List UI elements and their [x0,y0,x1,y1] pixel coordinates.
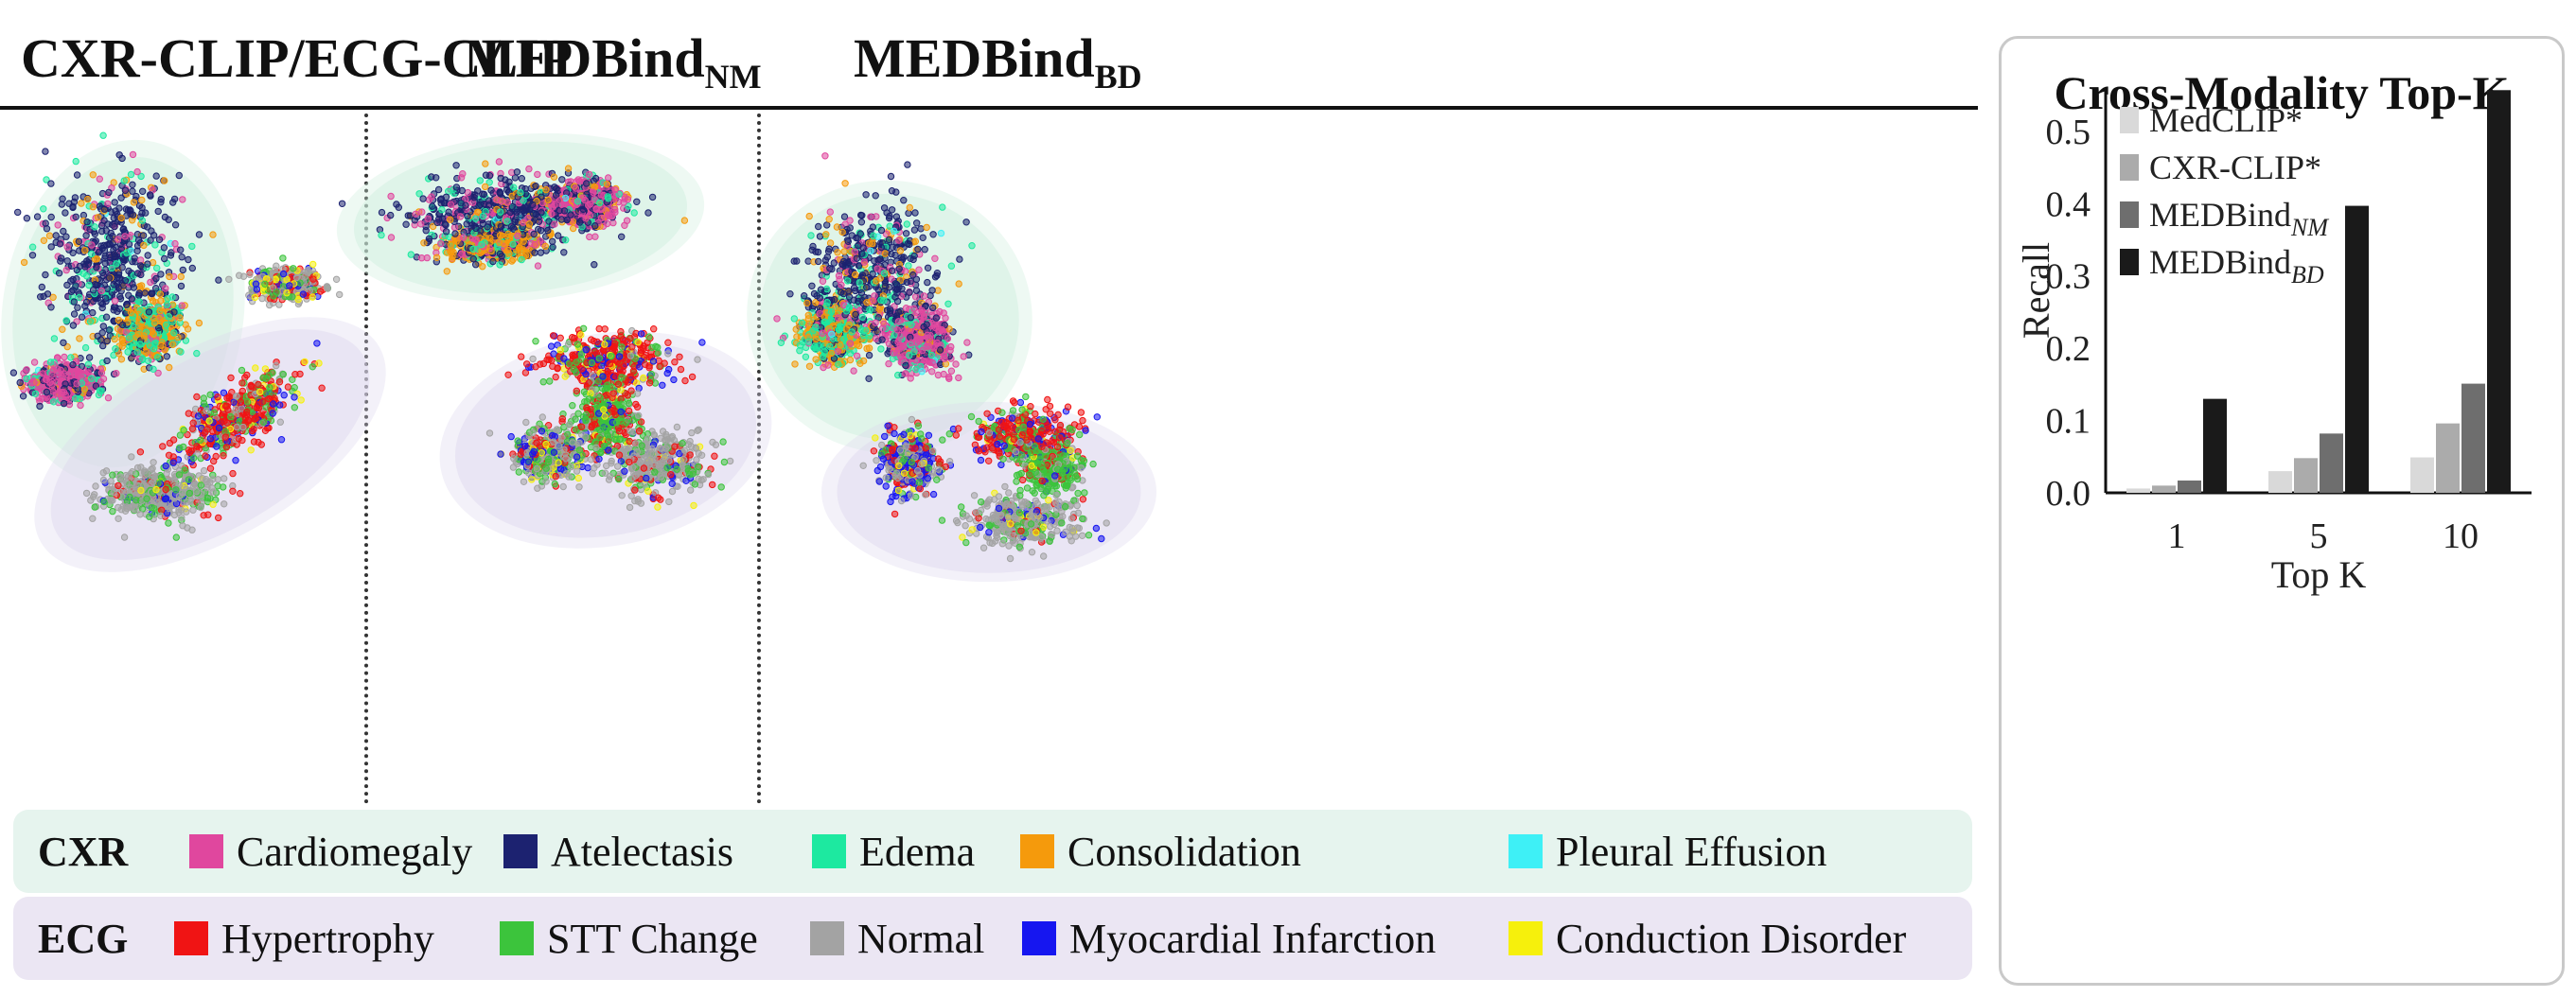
legend-swatch [810,921,844,955]
legend-swatch [1020,834,1054,868]
y-tick-label: 0.1 [2046,402,2091,442]
legend-item-hypertrophy: Hypertrophy [174,915,434,963]
y-tick-label: 0.4 [2046,184,2091,224]
panel-title-subscript: NM [704,58,762,96]
bar [2178,481,2201,493]
x-axis-label: Top K [2271,553,2367,596]
panel-title-main: CXR-CLIP/ECG-CLIP [21,27,573,89]
legend-item-cardiomegaly: Cardiomegaly [189,828,472,876]
bar [2203,398,2227,493]
x-tick-label: 1 [2168,516,2186,556]
scatter-panel-2 [336,132,772,549]
legend-item-label: STT Change [547,915,758,962]
embedding-scatter-plots [1,131,1156,583]
legend-ecg-label: ECG [38,915,129,962]
scatter-panel-3 [747,152,1156,583]
legend-item-label: Myocardial Infarction [1069,915,1437,962]
legend-cxr-label: CXR [38,828,129,875]
recall-bar-chart: 0.0 0.1 0.2 0.3 0.4 0.5 Recall 1 5 10 Top K MedCLIP… [2015,88,2532,596]
legend-item-label: Pleural Effusion [1556,828,1827,875]
bar [2487,90,2511,494]
cxr-points [773,152,976,382]
legend-swatch [2120,249,2139,275]
legend-item-label: Consolidation [1067,828,1301,875]
legend-item-stt-change: STT Change [500,915,758,963]
legend-cxr: CXR Cardiomegaly Atelectasis Edema Conso… [13,810,1972,893]
legend-swatch [2120,154,2139,181]
panel-title-clip: CXR-CLIP/ECG-CLIP [21,26,573,90]
y-axis-label: Recall [2015,242,2057,339]
ecg-points [859,393,1110,563]
legend-item-label: Atelectasis [551,828,734,875]
x-tick-label: 10 [2443,516,2479,556]
y-tick-label: 0.5 [2046,113,2091,152]
legend-item-label: Hypertrophy [221,915,434,962]
legend-item-pleural-effusion: Pleural Effusion [1509,828,1826,876]
bar [2461,383,2485,493]
legend-swatch [1509,921,1543,955]
legend-swatch [1509,834,1543,868]
legend-swatch [189,834,223,868]
legend-swatch [2120,201,2139,228]
legend-swatch [174,921,208,955]
panel-title-subscript: BD [1094,58,1142,96]
legend-ecg: ECG Hypertrophy STT Change Normal Myocar… [13,897,1972,980]
panel-title-main: MEDBind [464,27,705,89]
ecg-points [82,254,344,541]
y-tick-label: 0.2 [2046,329,2091,369]
panel-separator-2 [757,114,761,804]
recall-chart-panel: Cross-Modality Top-K 0.0 0.1 0.2 0.3 0.4 0.5 R… [1999,36,2565,986]
chart-legend-label: MEDBindNM [2149,196,2329,241]
legend-item-edema: Edema [812,828,975,876]
ecg-points [485,324,734,512]
x-tick-label: 5 [2310,516,2328,556]
bar [2126,488,2150,493]
cxr-points [338,158,689,275]
legend-swatch [1022,921,1056,955]
panel-title-medbind-nm: MEDBindNM [464,26,762,96]
cxr-points [9,131,222,411]
bar [2320,433,2343,493]
legend-item-label: Normal [857,915,985,962]
chart-legend-label: MedCLIP* [2149,101,2303,139]
legend-item-consolidation: Consolidation [1020,828,1301,876]
chart-legend-label: CXR-CLIP* [2149,149,2321,186]
bar [2345,205,2369,494]
bar [2152,485,2176,493]
title-rule [0,106,1978,110]
legend-swatch [812,834,846,868]
legend-item-normal: Normal [810,915,984,963]
legend-swatch [2120,107,2139,133]
panel-separator-1 [364,114,368,804]
y-tick-label: 0.0 [2046,474,2091,514]
bar [2294,458,2318,493]
bar [2268,471,2292,493]
panel-title-main: MEDBind [854,27,1095,89]
panel-title-medbind-bd: MEDBindBD [854,26,1142,96]
scatter-panel-1 [1,131,386,572]
legend-item-atelectasis: Atelectasis [503,828,733,876]
legend-item-label: Edema [859,828,976,875]
chart-legend-label: MEDBindBD [2149,243,2324,289]
legend-item-myocardial-infarction: Myocardial Infarction [1022,915,1436,963]
legend-item-label: Cardiomegaly [237,828,473,875]
legend-item-label: Conduction Disorder [1556,915,1907,962]
legend-item-conduction-disorder: Conduction Disorder [1509,915,1906,963]
bar [2410,457,2434,493]
y-tick-label: 0.3 [2046,257,2091,297]
bar [2436,423,2460,493]
legend-swatch [503,834,538,868]
legend-swatch [500,921,534,955]
